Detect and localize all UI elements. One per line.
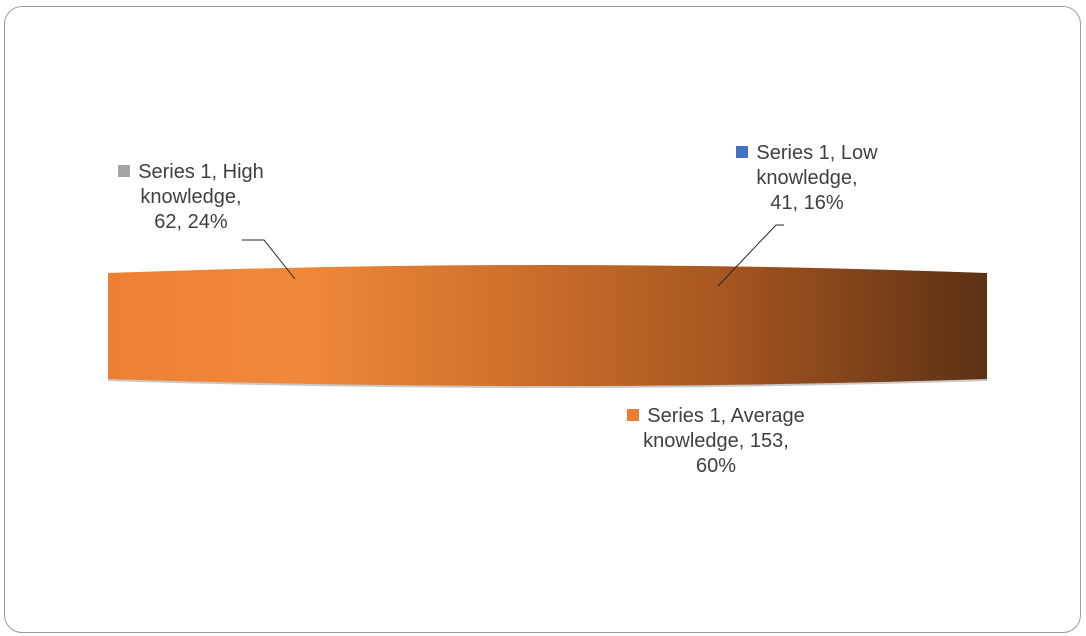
label-line: 41, 16%	[770, 192, 844, 214]
label-line: knowledge,	[756, 167, 858, 189]
swatch-high	[118, 165, 131, 177]
pie-bottom-edge	[107, 379, 988, 388]
data-label-high-knowledge: Series 1, High knowledge, 62, 24%	[101, 160, 281, 235]
label-line: Series 1, Low	[756, 142, 878, 164]
swatch-low	[736, 146, 749, 158]
label-line: 60%	[695, 455, 737, 477]
label-line: 62, 24%	[154, 211, 228, 233]
leader-line-high-knowledge	[242, 239, 296, 280]
swatch-average	[627, 409, 640, 421]
chart-area: Series 1, High knowledge, 62, 24% Series…	[4, 6, 1081, 633]
label-line: Series 1, Average	[647, 405, 805, 427]
pie-slice-average-knowledge	[108, 265, 987, 387]
label-line: knowledge,	[140, 186, 242, 208]
label-line: Series 1, High	[138, 161, 264, 183]
data-label-low-knowledge: Series 1, Low knowledge, 41, 16%	[727, 141, 887, 216]
leader-line-low-knowledge	[717, 224, 784, 287]
label-line: knowledge, 153,	[643, 430, 789, 452]
pie-chart	[107, 224, 988, 388]
data-label-average-knowledge: Series 1, Average knowledge, 153, 60%	[601, 404, 831, 479]
